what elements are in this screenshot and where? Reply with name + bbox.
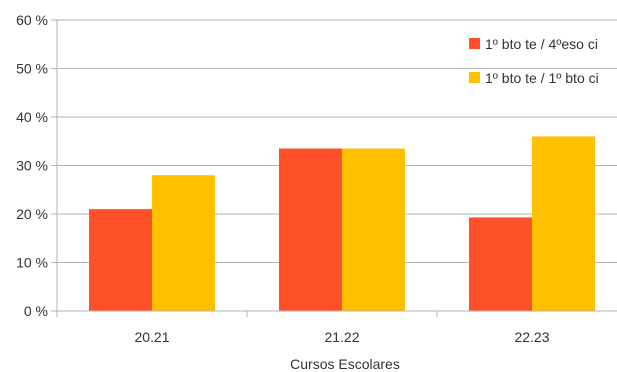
axes bbox=[56, 20, 617, 312]
y-tick-label: 10 % bbox=[16, 255, 48, 271]
y-axis-ticks: 0 % 10 % 20 % 30 % 40 % 50 % 60 % bbox=[16, 12, 57, 319]
x-tick-label: 22.23 bbox=[514, 329, 549, 345]
bars bbox=[89, 136, 595, 311]
bar-1-20-21 bbox=[89, 209, 152, 311]
bar-1-21-22 bbox=[279, 148, 342, 311]
bar-2-21-22 bbox=[342, 148, 405, 311]
legend-swatch-2 bbox=[469, 72, 480, 83]
legend-label-1: 1º bto te / 4ºeso ci bbox=[485, 36, 598, 52]
legend-swatch-1 bbox=[469, 38, 480, 49]
x-axis-label: Cursos Escolares bbox=[290, 356, 400, 372]
y-tick-label: 0 % bbox=[24, 303, 48, 319]
legend-label-2: 1º bto te / 1º bto ci bbox=[485, 70, 599, 86]
x-axis-ticks: 20.21 21.22 22.23 bbox=[56, 311, 550, 345]
legend: 1º bto te / 4ºeso ci 1º bto te / 1º bto c… bbox=[469, 36, 599, 86]
y-tick-label: 60 % bbox=[16, 12, 48, 28]
y-tick-label: 40 % bbox=[16, 109, 48, 125]
y-tick-label: 30 % bbox=[16, 158, 48, 174]
x-tick-label: 21.22 bbox=[324, 329, 359, 345]
bar-1-22-23 bbox=[469, 217, 532, 311]
y-tick-label: 20 % bbox=[16, 206, 48, 222]
x-tick-label: 20.21 bbox=[134, 329, 169, 345]
bar-2-22-23 bbox=[532, 136, 595, 311]
bar-2-20-21 bbox=[152, 175, 215, 311]
y-tick-label: 50 % bbox=[16, 61, 48, 77]
